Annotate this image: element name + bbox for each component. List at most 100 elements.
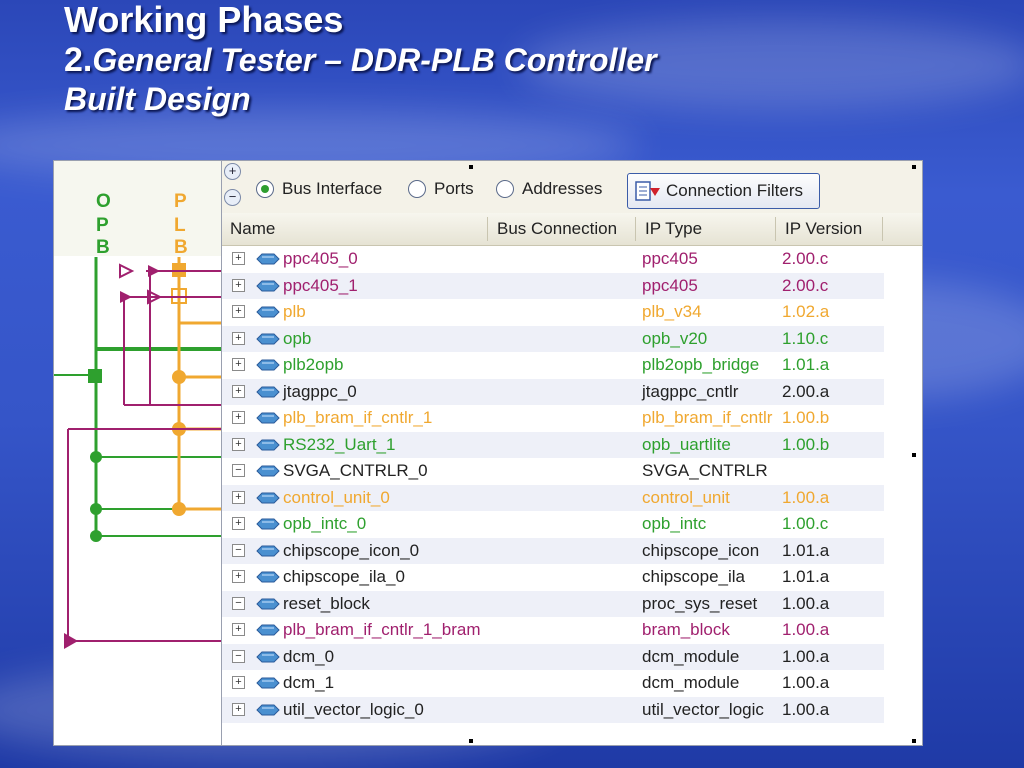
radio-bus-interface[interactable]: Bus Interface xyxy=(256,179,382,199)
radio-label: Ports xyxy=(434,179,474,198)
instance-name: chipscope_icon_0 xyxy=(283,540,420,560)
expand-toggle-icon[interactable]: + xyxy=(232,305,245,318)
instance-name: chipscope_ila_0 xyxy=(283,567,405,586)
ip-type: chipscope_ila xyxy=(642,567,746,586)
ip-type: bram_block xyxy=(642,620,730,639)
plb-label-2: B xyxy=(174,237,188,258)
column-header-ip-version[interactable]: IP Version xyxy=(785,219,863,238)
opb-label-1: P xyxy=(96,215,109,236)
radio-dot-icon xyxy=(496,180,514,198)
expand-toggle-icon[interactable]: + xyxy=(232,676,245,689)
ip-type: ppc405 xyxy=(642,275,698,295)
table-row[interactable]: + plb_bram_if_cntlr_1 plb_bram_if_cntlr 1.0… xyxy=(222,405,884,431)
table-row[interactable]: + RS232_Uart_1 opb_uartlite 1.00.b xyxy=(222,431,884,458)
instance-name: jtagppc_0 xyxy=(283,381,357,401)
opb-label-2: B xyxy=(96,237,110,258)
radio-label: Bus Interface xyxy=(282,179,383,198)
expand-toggle-icon[interactable]: + xyxy=(232,252,245,265)
instance-name: control_unit_0 xyxy=(283,487,390,507)
bus-instance-icon xyxy=(256,359,280,371)
ip-type: opb_intc xyxy=(642,514,707,533)
expand-toggle-icon[interactable]: + xyxy=(232,702,245,716)
ip-version: 1.01.a xyxy=(782,355,830,374)
bus-schematic-diagram: O P B P L B xyxy=(54,191,221,649)
column-header-bus-connection[interactable]: Bus Connection xyxy=(497,219,618,238)
title-line-2: 2.General Tester – DDR-PLB Controller xyxy=(64,40,657,80)
ip-version: 2.00.a xyxy=(782,381,830,401)
expand-toggle-icon[interactable]: + xyxy=(232,517,245,530)
radio-ports[interactable]: Ports xyxy=(408,179,474,199)
ip-type: control_unit xyxy=(642,487,730,507)
table-row[interactable]: − dcm_0 dcm_module 1.00.a xyxy=(222,643,884,670)
expand-toggle-icon[interactable]: + xyxy=(232,570,245,583)
ip-version: 1.01.a xyxy=(782,567,830,586)
expand-toggle-icon[interactable]: + xyxy=(232,384,245,398)
expand-toggle-icon[interactable]: − xyxy=(232,543,245,557)
expand-toggle-icon[interactable]: + xyxy=(232,331,245,345)
instance-name: util_vector_logic_0 xyxy=(283,699,424,719)
table-row[interactable]: + chipscope_ila_0 chipscope_ila 1.01.a xyxy=(222,564,884,590)
bus-instance-icon xyxy=(256,280,280,291)
instance-name: plb_bram_if_cntlr_1 xyxy=(283,408,433,427)
title-number: 2. xyxy=(64,41,93,79)
table-row[interactable]: + opb_intc_0 opb_intc 1.00.c xyxy=(222,511,884,537)
ip-version: 1.00.a xyxy=(782,487,830,507)
ip-version: 1.01.a xyxy=(782,540,830,560)
collapse-all-icon[interactable]: − xyxy=(224,189,241,206)
title-line-1: Working Phases xyxy=(64,0,344,40)
instance-name: SVGA_CNTRLR_0 xyxy=(283,461,428,480)
table-row[interactable]: + plb plb_v34 1.02.a xyxy=(222,299,884,325)
slide-title: Working Phases 2.General Tester – DDR-PL… xyxy=(64,0,657,118)
table-row[interactable]: + opb opb_v20 1.10.c xyxy=(222,325,884,352)
instance-name: dcm_1 xyxy=(283,673,335,692)
instance-name: RS232_Uart_1 xyxy=(283,434,396,454)
ip-type: plb_bram_if_cntlr xyxy=(642,408,773,427)
ip-version: 1.00.a xyxy=(782,620,830,639)
ip-version: 2.00.c xyxy=(782,249,829,268)
ip-type: plb2opb_bridge xyxy=(642,355,760,374)
table-row[interactable]: + util_vector_logic_0 util_vector_logic 1.0… xyxy=(222,696,884,723)
expand-toggle-icon[interactable]: + xyxy=(232,623,245,636)
table-row[interactable]: − reset_block proc_sys_reset 1.00.a xyxy=(222,590,884,617)
ip-version: 1.00.b xyxy=(782,408,830,427)
table-row[interactable]: + jtagppc_0 jtagppc_cntlr 2.00.a xyxy=(222,378,884,405)
column-header-name[interactable]: Name xyxy=(230,219,276,238)
bus-instance-icon xyxy=(256,677,280,689)
table-row[interactable]: + plb_bram_if_cntlr_1_bram bram_block 1.00.… xyxy=(222,617,884,643)
ip-version: 1.00.a xyxy=(782,673,830,692)
expand-toggle-icon[interactable]: + xyxy=(232,411,245,424)
connection-filters-button[interactable]: Connection Filters xyxy=(627,173,820,209)
ip-type: proc_sys_reset xyxy=(642,593,758,613)
ip-version: 1.00.a xyxy=(782,593,830,613)
expand-all-icon[interactable]: + xyxy=(224,163,241,180)
bus-instance-icon xyxy=(256,492,280,503)
expand-toggle-icon[interactable]: + xyxy=(232,490,245,504)
instance-name: reset_block xyxy=(283,593,370,613)
table-row[interactable]: − SVGA_CNTRLR_0 SVGA_CNTRLR xyxy=(222,458,884,484)
bus-instance-icon xyxy=(256,704,280,715)
expand-toggle-icon[interactable]: − xyxy=(232,596,245,610)
table-row[interactable]: − chipscope_icon_0 chipscope_icon 1.01.a xyxy=(222,537,884,564)
instance-name: dcm_0 xyxy=(283,646,335,666)
bus-instance-icon xyxy=(256,598,280,609)
table-row[interactable]: + control_unit_0 control_unit 1.00.a xyxy=(222,484,884,511)
bus-instance-icon xyxy=(256,306,280,318)
table-row[interactable]: + plb2opb plb2opb_bridge 1.01.a xyxy=(222,352,884,378)
expand-toggle-icon[interactable]: + xyxy=(232,358,245,371)
column-header-ip-type[interactable]: IP Type xyxy=(645,219,703,238)
instance-name: plb_bram_if_cntlr_1_bram xyxy=(283,620,481,639)
expand-toggle-icon[interactable]: + xyxy=(232,278,245,292)
table-row[interactable]: + ppc405_0 ppc405 2.00.c xyxy=(222,246,884,272)
expand-toggle-icon[interactable]: − xyxy=(232,649,245,663)
bus-instance-icon xyxy=(256,624,280,636)
table-row[interactable]: + ppc405_1 ppc405 2.00.c xyxy=(222,272,884,299)
instance-name: ppc405_0 xyxy=(283,249,358,268)
ip-version: 1.02.a xyxy=(782,302,830,321)
radio-addresses[interactable]: Addresses xyxy=(496,179,602,199)
expand-toggle-icon[interactable]: − xyxy=(232,464,245,477)
bus-instance-icon xyxy=(256,386,280,397)
table-row[interactable]: + dcm_1 dcm_module 1.00.a xyxy=(222,670,884,696)
title-subtitle: General Tester – DDR-PLB Controller xyxy=(92,42,657,78)
expand-toggle-icon[interactable]: + xyxy=(232,437,245,451)
ip-type: opb_v20 xyxy=(642,328,708,348)
